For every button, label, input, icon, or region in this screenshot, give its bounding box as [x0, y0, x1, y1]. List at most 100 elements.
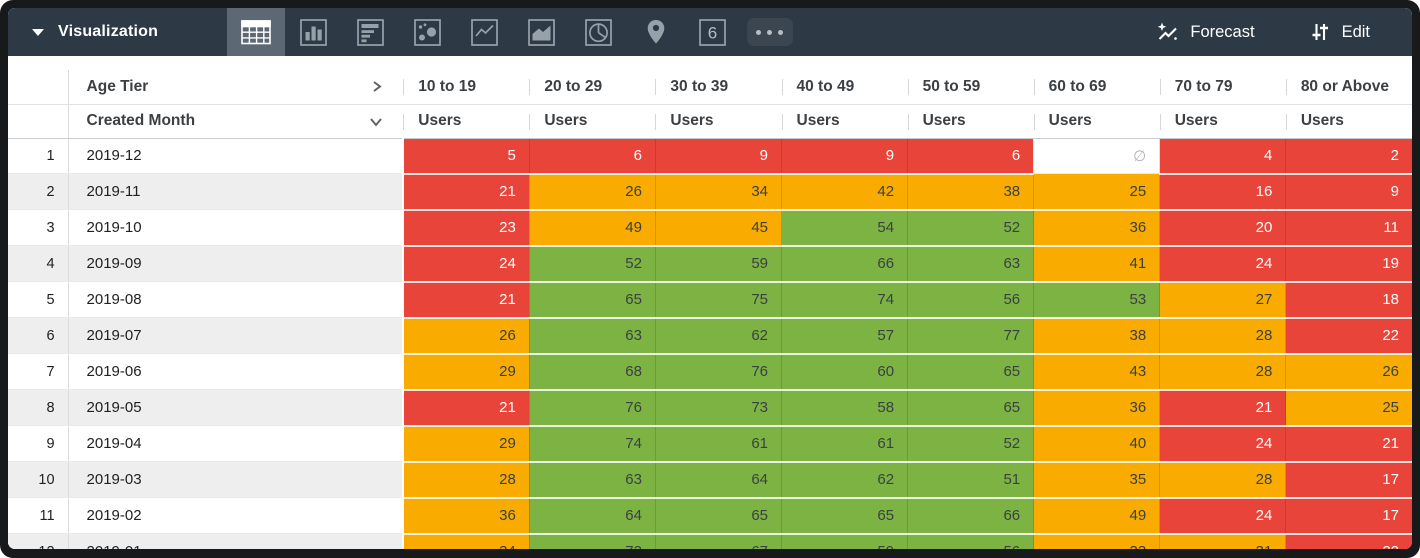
month-cell[interactable]: 2019-09 — [68, 245, 404, 282]
column-header[interactable]: 50 to 59 — [907, 70, 1034, 105]
value-cell[interactable]: 62 — [780, 461, 908, 499]
month-cell[interactable]: 2019-05 — [68, 389, 404, 426]
value-cell[interactable]: 65 — [780, 497, 908, 535]
value-cell[interactable]: 2 — [1285, 138, 1412, 175]
value-cell[interactable]: 38 — [1033, 317, 1160, 355]
month-cell[interactable]: 2019-08 — [68, 281, 404, 318]
value-cell[interactable]: 68 — [528, 353, 656, 391]
value-cell[interactable]: 43 — [1033, 353, 1160, 391]
column-header[interactable]: 40 to 49 — [781, 70, 908, 105]
value-cell[interactable]: 36 — [402, 497, 530, 535]
month-cell[interactable]: 2019-10 — [68, 209, 404, 246]
value-cell[interactable]: 60 — [780, 353, 908, 391]
value-cell[interactable]: 19 — [1285, 245, 1412, 283]
value-cell[interactable]: 40 — [1033, 425, 1160, 463]
value-cell[interactable]: 24 — [1159, 425, 1286, 463]
value-cell[interactable]: 24 — [402, 245, 530, 283]
value-cell[interactable]: 5 — [402, 138, 530, 175]
month-cell[interactable]: 2019-12 — [68, 138, 404, 174]
value-cell[interactable]: 31 — [1159, 533, 1286, 549]
value-cell[interactable]: 26 — [1285, 353, 1412, 391]
value-cell[interactable]: 28 — [1159, 353, 1286, 391]
value-cell[interactable]: 73 — [528, 533, 656, 549]
value-cell[interactable]: 58 — [780, 389, 908, 427]
value-cell[interactable]: 34 — [402, 533, 530, 549]
measure-header[interactable]: Users — [529, 104, 656, 139]
value-cell[interactable]: 24 — [1159, 497, 1286, 535]
value-cell[interactable]: 33 — [1033, 533, 1160, 549]
value-cell[interactable]: 76 — [654, 353, 782, 391]
value-cell[interactable]: 6 — [907, 138, 1034, 175]
measure-header[interactable]: Users — [1285, 104, 1412, 139]
column-header[interactable]: 10 to 19 — [403, 70, 530, 105]
value-cell[interactable]: 75 — [654, 281, 782, 319]
value-cell[interactable]: 36 — [1033, 389, 1160, 427]
visualization-title-button[interactable]: Visualization — [8, 8, 227, 56]
column-header[interactable]: 80 or Above — [1285, 70, 1412, 105]
value-cell[interactable]: 52 — [907, 209, 1034, 247]
viz-tab-column-chart[interactable] — [285, 8, 342, 56]
value-cell[interactable]: 65 — [654, 497, 782, 535]
value-cell[interactable]: 23 — [402, 209, 530, 247]
viz-tab-scatter[interactable] — [399, 8, 456, 56]
value-cell[interactable]: 26 — [528, 173, 656, 211]
value-cell[interactable]: 11 — [1285, 209, 1412, 247]
value-cell[interactable]: 28 — [1159, 317, 1286, 355]
value-cell[interactable]: 54 — [780, 209, 908, 247]
value-cell[interactable]: 42 — [780, 173, 908, 211]
value-cell[interactable]: 74 — [780, 281, 908, 319]
value-cell[interactable]: 38 — [907, 173, 1034, 211]
value-cell[interactable]: 35 — [1033, 461, 1160, 499]
value-cell[interactable]: 66 — [907, 497, 1034, 535]
value-cell[interactable]: 52 — [528, 245, 656, 283]
value-cell[interactable]: 74 — [528, 425, 656, 463]
measure-header[interactable]: Users — [781, 104, 908, 139]
value-cell[interactable]: 64 — [528, 497, 656, 535]
viz-tab-area-chart[interactable] — [513, 8, 570, 56]
value-cell[interactable]: 6 — [528, 138, 656, 175]
value-cell[interactable]: 21 — [402, 173, 530, 211]
value-cell[interactable]: 18 — [1285, 281, 1412, 319]
value-cell[interactable]: 73 — [654, 389, 782, 427]
value-cell[interactable]: 21 — [1159, 389, 1286, 427]
value-cell[interactable]: 9 — [654, 138, 782, 175]
value-cell[interactable]: 51 — [907, 461, 1034, 499]
value-cell[interactable]: 56 — [907, 281, 1034, 319]
measure-header[interactable]: Users — [403, 104, 530, 139]
value-cell[interactable]: 65 — [907, 389, 1034, 427]
value-cell[interactable]: 45 — [654, 209, 782, 247]
value-cell[interactable]: 9 — [780, 138, 908, 175]
chevron-down-icon[interactable] — [369, 115, 383, 128]
value-cell[interactable]: 21 — [402, 281, 530, 319]
value-cell[interactable]: 22 — [1285, 533, 1412, 549]
value-cell[interactable]: 21 — [1285, 425, 1412, 463]
value-cell[interactable]: 34 — [654, 173, 782, 211]
value-cell[interactable]: 77 — [907, 317, 1034, 355]
value-cell[interactable]: 21 — [402, 389, 530, 427]
value-cell[interactable]: 4 — [1159, 138, 1286, 175]
value-cell[interactable]: 25 — [1285, 389, 1412, 427]
row-dimension-header[interactable]: Created Month — [67, 104, 404, 139]
column-header[interactable]: 70 to 79 — [1159, 70, 1286, 105]
value-cell[interactable]: 49 — [528, 209, 656, 247]
column-header[interactable]: 30 to 39 — [655, 70, 782, 105]
column-header[interactable]: 60 to 69 — [1033, 70, 1160, 105]
measure-header[interactable]: Users — [1033, 104, 1160, 139]
value-cell[interactable]: 28 — [1159, 461, 1286, 499]
value-cell[interactable]: 61 — [654, 425, 782, 463]
month-cell[interactable]: 2019-04 — [68, 425, 404, 462]
value-cell[interactable]: 59 — [654, 245, 782, 283]
month-cell[interactable]: 2019-11 — [68, 173, 404, 210]
value-cell[interactable]: ∅ — [1033, 138, 1160, 174]
value-cell[interactable]: 63 — [907, 245, 1034, 283]
value-cell[interactable]: 66 — [780, 245, 908, 283]
value-cell[interactable]: 29 — [402, 353, 530, 391]
value-cell[interactable]: 64 — [654, 461, 782, 499]
value-cell[interactable]: 59 — [780, 533, 908, 549]
value-cell[interactable]: 29 — [402, 425, 530, 463]
value-cell[interactable]: 28 — [402, 461, 530, 499]
measure-header[interactable]: Users — [1159, 104, 1286, 139]
value-cell[interactable]: 22 — [1285, 317, 1412, 355]
chevron-right-icon[interactable] — [370, 80, 383, 93]
viz-tab-pie-chart[interactable] — [570, 8, 627, 56]
